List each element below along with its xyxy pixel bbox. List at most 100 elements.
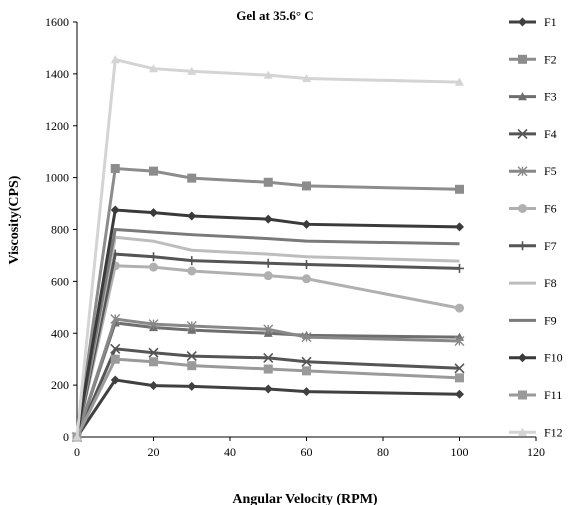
legend-item-f3: F3 (509, 90, 557, 104)
data-point (187, 256, 197, 266)
legend-item-f1: F1 (509, 15, 557, 29)
legend-marker (517, 166, 528, 177)
data-point (187, 66, 197, 75)
data-point (263, 352, 274, 363)
legend-label: F5 (544, 164, 557, 178)
data-point (263, 214, 273, 224)
legend-marker (518, 54, 527, 64)
y-ticks: 0 200 400 600 800 1000 1200 1400 1600 (45, 15, 77, 444)
series-f9 (75, 227, 460, 438)
data-point (187, 266, 197, 276)
legend-item-f4: F4 (509, 127, 557, 141)
data-point (302, 74, 311, 83)
data-point (302, 274, 311, 284)
legend-item-f10: F10 (509, 351, 563, 365)
data-point (187, 211, 197, 221)
legend-label: F6 (544, 202, 557, 216)
data-point (301, 356, 312, 367)
data-point (148, 319, 159, 330)
legend-label: F10 (544, 351, 563, 365)
y-tick-label: 1200 (45, 119, 69, 133)
data-point (149, 208, 158, 218)
data-point (148, 347, 159, 358)
data-point (186, 351, 197, 362)
series-line (75, 57, 460, 438)
data-point (110, 55, 120, 64)
x-tick-label: 40 (224, 445, 236, 459)
legend-item-f5: F5 (509, 164, 557, 178)
legend-marker (518, 353, 527, 363)
data-point (455, 77, 464, 86)
legend-label: F3 (544, 90, 557, 104)
plot-area: 0 20 40 60 80 100 120 0 200 400 600 800 1000 1200 140… (45, 15, 545, 459)
data-point (263, 384, 273, 394)
legend-label: F9 (544, 313, 557, 327)
y-tick-label: 200 (51, 378, 69, 392)
series-f2 (72, 164, 464, 442)
data-point (263, 70, 273, 79)
data-point (263, 364, 273, 374)
legend-item-f12: F12 (509, 425, 563, 439)
data-point (187, 381, 197, 391)
series-f11 (72, 354, 464, 442)
data-point (110, 164, 120, 174)
series-f10 (72, 205, 464, 442)
legend-label: F4 (544, 127, 557, 141)
data-point (72, 432, 82, 441)
legend-label: F12 (544, 425, 563, 439)
legend-item-f8: F8 (509, 276, 557, 290)
data-point (149, 252, 158, 262)
series-line (75, 252, 460, 438)
data-point (454, 336, 465, 347)
y-tick-label: 400 (51, 326, 69, 340)
data-point (186, 320, 197, 331)
x-tick-label: 100 (451, 445, 469, 459)
series-f5 (72, 313, 465, 442)
y-tick-label: 1000 (45, 171, 69, 185)
data-point (187, 173, 197, 183)
legend-marker (518, 92, 527, 101)
data-point (455, 303, 464, 313)
legend-marker (518, 17, 527, 27)
x-tick-label: 120 (527, 445, 545, 459)
data-point (187, 361, 197, 371)
legend: F1 F2 F3 F4 F5 F6 F7 F8 F9 F10 F11 F12 (509, 15, 563, 439)
series-line (75, 166, 460, 438)
data-point (149, 166, 158, 176)
data-point (149, 262, 158, 272)
data-point (455, 222, 464, 232)
y-tick-label: 1400 (45, 67, 69, 81)
data-point (455, 184, 464, 194)
series-f12 (72, 55, 464, 441)
data-point (263, 324, 274, 335)
x-tick-label: 20 (148, 445, 160, 459)
y-tick-label: 1600 (45, 15, 69, 29)
data-point (302, 260, 311, 270)
series-line (75, 227, 460, 438)
data-point (302, 219, 311, 229)
data-point (302, 366, 311, 376)
x-tick-label: 60 (301, 445, 313, 459)
y-tick-label: 0 (63, 430, 69, 444)
data-point (263, 271, 273, 281)
data-point (301, 332, 312, 343)
legend-item-f7: F7 (509, 239, 557, 253)
x-ticks: 0 20 40 60 80 100 120 (74, 437, 545, 459)
legend-item-f11: F11 (509, 388, 562, 402)
legend-item-f2: F2 (509, 52, 557, 66)
data-point (455, 373, 464, 383)
data-point (454, 363, 465, 374)
y-tick-label: 600 (51, 274, 69, 288)
data-point (110, 343, 121, 354)
legend-label: F7 (544, 239, 557, 253)
data-point (263, 258, 273, 268)
legend-label: F8 (544, 276, 557, 290)
data-point (302, 387, 311, 397)
legend-marker (518, 204, 527, 213)
data-point (149, 357, 158, 367)
data-point (149, 64, 158, 73)
x-tick-label: 80 (377, 445, 389, 459)
data-point (110, 375, 120, 385)
legend-marker (518, 241, 527, 251)
